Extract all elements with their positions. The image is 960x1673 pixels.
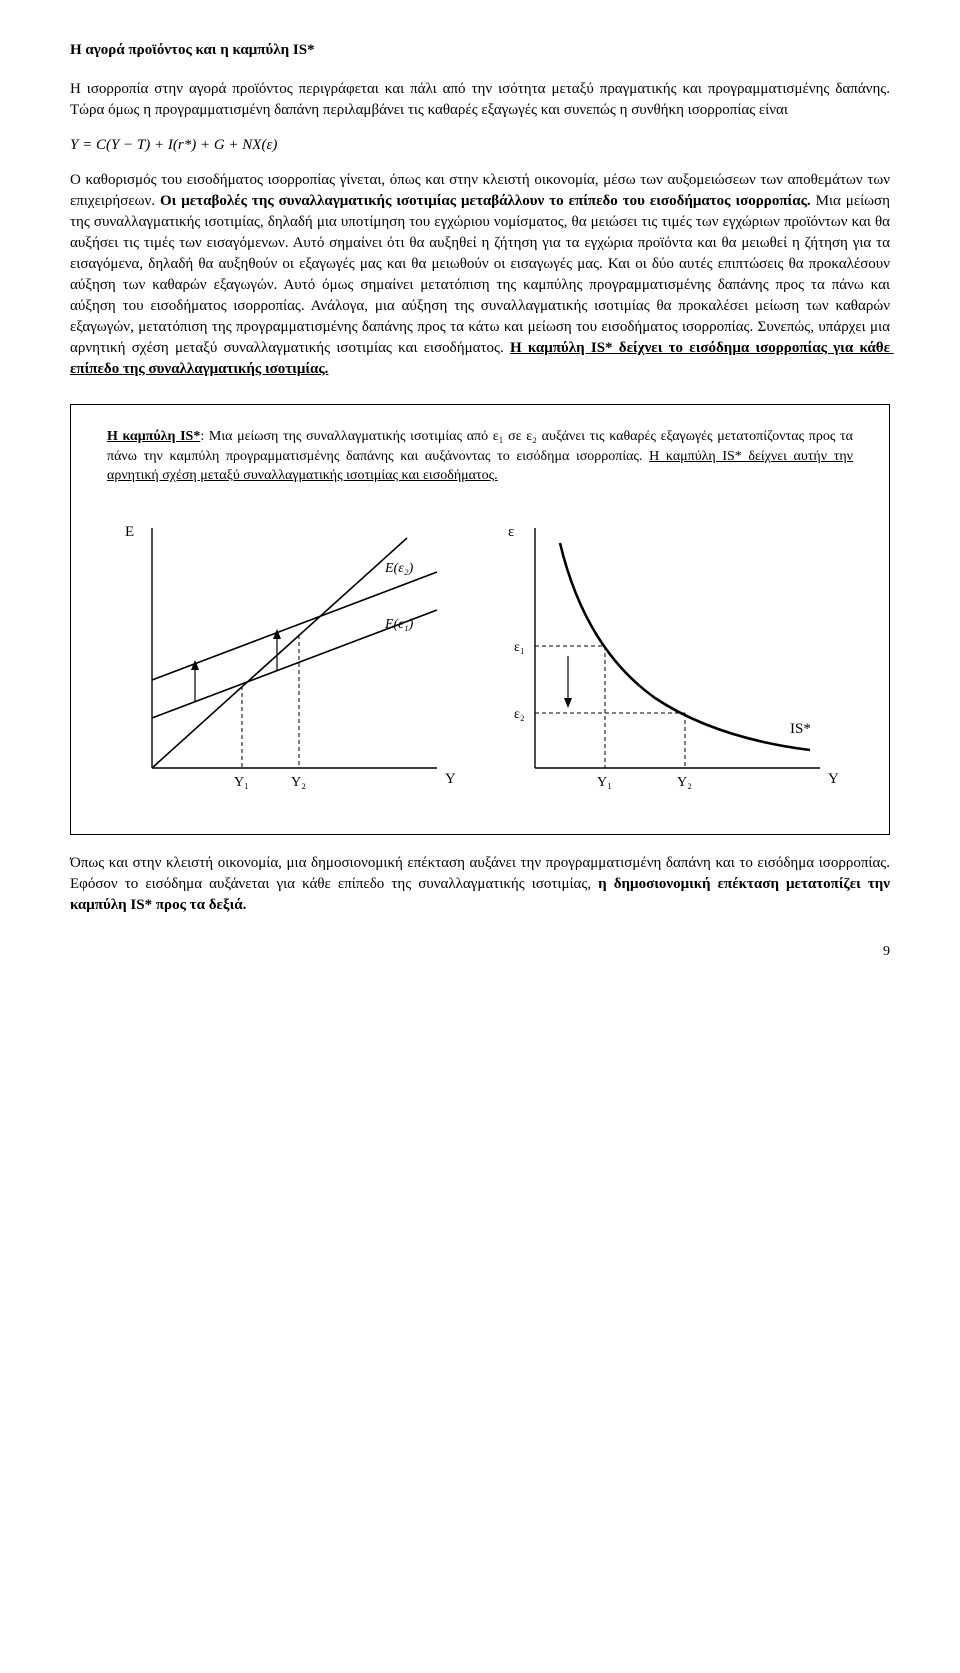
caption-lead: Η καμπύλη IS* bbox=[107, 429, 200, 444]
right-xtick-2: Y₂ bbox=[677, 775, 692, 790]
right-xtick-1: Y₁ bbox=[597, 775, 612, 790]
figure-caption: Η καμπύλη IS*: Μια μείωση της συναλλαγμα… bbox=[107, 427, 853, 486]
right-y-label: ε bbox=[508, 524, 514, 540]
left-xtick-2: Y₂ bbox=[291, 775, 306, 790]
page-number: 9 bbox=[70, 942, 890, 962]
intro-paragraph: Η ισορροπία στην αγορά προϊόντος περιγρά… bbox=[70, 79, 890, 121]
left-y-label: E bbox=[125, 524, 134, 540]
left-line-label-top: E(ε₂) bbox=[384, 561, 414, 576]
right-chart: ε Y ε₁ ε₂ Y₁ Y₂ IS* bbox=[490, 508, 853, 808]
charts-row: E Y E(ε₂) E(ε₁) Y₁ Y₂ bbox=[107, 508, 853, 808]
footer-paragraph: Όπως και στην κλειστή οικονομία, μια δημ… bbox=[70, 853, 890, 916]
body-bold-1: Οι μεταβολές της συναλλαγματικής ισοτιμί… bbox=[160, 193, 811, 209]
equation: Y = C(Y − T) + I(r*) + G + NX(ε) bbox=[70, 135, 890, 156]
right-ytick-2: ε₂ bbox=[514, 707, 525, 722]
left-x-label: Y bbox=[445, 771, 456, 787]
section-heading: Η αγορά προϊόντος και η καμπύλη IS* bbox=[70, 40, 890, 61]
body-paragraph: Ο καθορισμός του εισοδήματος ισορροπίας … bbox=[70, 170, 890, 380]
left-chart: E Y E(ε₂) E(ε₁) Y₁ Y₂ bbox=[107, 508, 470, 808]
is-star-label: IS* bbox=[790, 721, 811, 737]
left-line-label-bot: E(ε₁) bbox=[384, 617, 414, 632]
left-xtick-1: Y₁ bbox=[234, 775, 249, 790]
right-ytick-1: ε₁ bbox=[514, 640, 525, 655]
right-x-label: Y bbox=[828, 771, 839, 787]
body-cont: Μια μείωση της συναλλαγματικής ισοτιμίας… bbox=[70, 193, 894, 356]
figure-box: Η καμπύλη IS*: Μια μείωση της συναλλαγμα… bbox=[70, 404, 890, 835]
